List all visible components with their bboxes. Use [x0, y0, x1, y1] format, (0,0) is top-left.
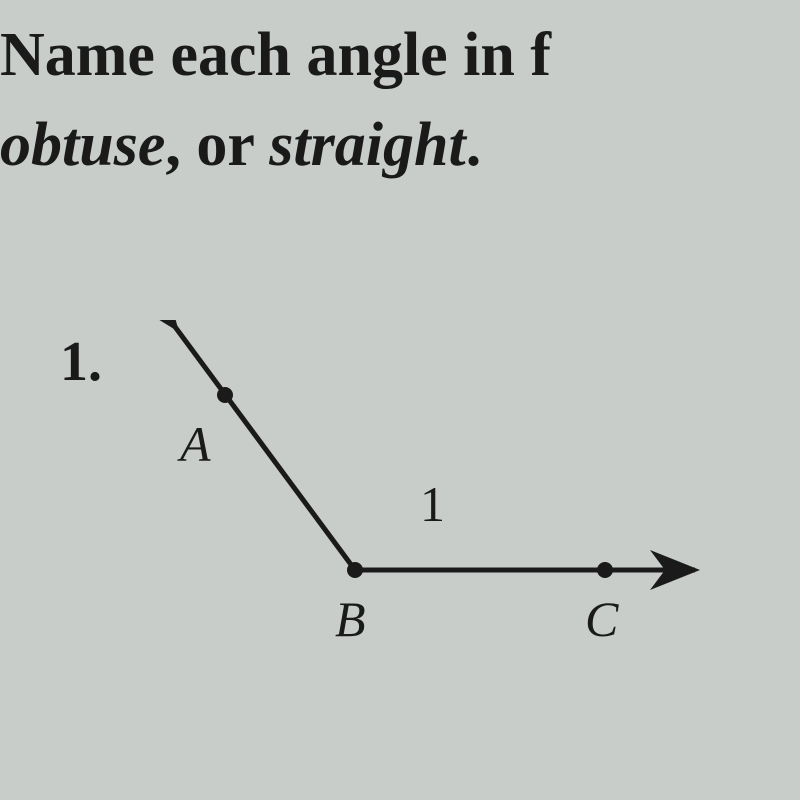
instruction-period: . — [466, 111, 482, 179]
point-b-dot — [347, 562, 363, 578]
label-b: B — [335, 590, 366, 648]
point-c-dot — [597, 562, 613, 578]
instruction-sep: , or — [165, 111, 269, 179]
instruction-obtuse: obtuse — [0, 111, 165, 179]
angle-diagram: A B C 1 — [130, 320, 730, 720]
instruction-text-1: Name each angle in f — [0, 21, 551, 89]
instruction-line-1: Name each angle in f — [0, 20, 551, 91]
problem-number-text: 1. — [60, 331, 102, 393]
label-c: C — [585, 590, 618, 648]
point-a-dot — [217, 387, 233, 403]
angle-number-label: 1 — [420, 475, 445, 533]
problem-number: 1. — [60, 330, 102, 394]
label-a: A — [180, 415, 211, 473]
instruction-line-2: obtuse, or straight. — [0, 110, 481, 181]
instruction-straight: straight — [269, 111, 465, 179]
